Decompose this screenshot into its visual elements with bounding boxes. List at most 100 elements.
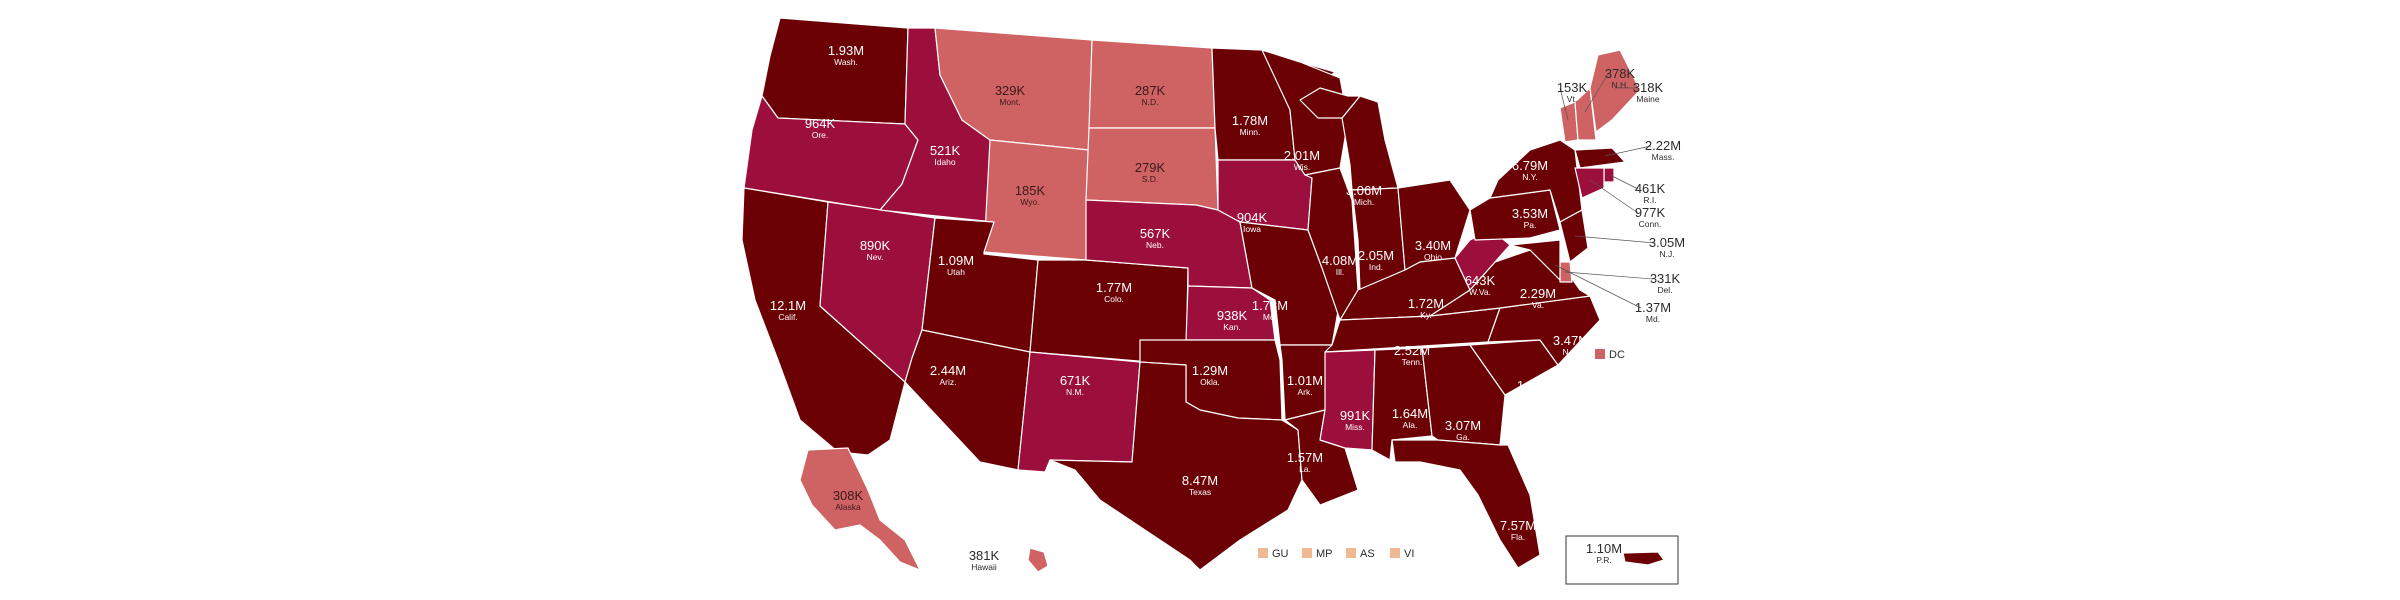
state-abbr-ms: Miss.: [1345, 422, 1365, 432]
state-abbr-nm: N.M.: [1066, 387, 1084, 397]
state-shape-hi: [1027, 547, 1049, 573]
state-abbr-hi: Hawaii: [971, 562, 997, 572]
state-abbr-la: La.: [1299, 464, 1311, 474]
state-abbr-tx: Texas: [1189, 487, 1211, 497]
state-abbr-mi: Mich.: [1354, 197, 1374, 207]
state-value-wv: 643K: [1465, 273, 1496, 288]
state-value-or: 964K: [805, 116, 836, 131]
state-abbr-al: Ala.: [1403, 420, 1418, 430]
state-value-ga: 3.07M: [1445, 418, 1481, 433]
state-abbr-nd: N.D.: [1142, 97, 1159, 107]
state-value-mo: 1.78M: [1252, 298, 1288, 313]
state-value-mi: 3.06M: [1346, 183, 1382, 198]
legend-label-mp: MP: [1316, 548, 1333, 560]
leader-de: [1564, 271, 1654, 280]
state-abbr-ky: Ky.: [1420, 310, 1432, 320]
state-value-vt: 153K: [1557, 80, 1588, 95]
state-abbr-pr: P.R.: [1596, 555, 1611, 565]
state-abbr-ok: Okla.: [1200, 377, 1220, 387]
state-shape-mi: [1341, 95, 1399, 191]
state-shape-ma: [1574, 147, 1626, 169]
puerto-rico-frame: [1565, 535, 1679, 585]
state-abbr-ak: Alaska: [835, 502, 861, 512]
state-shape-me: [1589, 49, 1641, 133]
state-value-az: 2.44M: [930, 363, 966, 378]
state-value-de: 331K: [1650, 271, 1681, 286]
state-shape-tx: [1049, 361, 1303, 571]
leader-ma: [1604, 145, 1652, 157]
leader-ri: [1609, 174, 1639, 190]
state-shape-nh: [1574, 87, 1597, 141]
state-value-fl: 7.57M: [1500, 518, 1536, 533]
state-value-ms: 991K: [1340, 408, 1371, 423]
legend-dc-label: DC: [1609, 349, 1625, 361]
state-abbr-ri: R.I.: [1643, 195, 1656, 205]
state-shape-ct: [1574, 167, 1605, 199]
state-shape-pr: [1622, 551, 1665, 566]
state-value-pa: 3.53M: [1512, 206, 1548, 221]
state-abbr-pa: Pa.: [1524, 220, 1537, 230]
state-value-la: 1.57M: [1287, 450, 1323, 465]
state-abbr-mt: Mont.: [999, 97, 1020, 107]
state-value-ut: 1.09M: [938, 253, 974, 268]
state-shape-az: [904, 329, 1031, 471]
state-value-va: 2.29M: [1520, 286, 1556, 301]
state-value-il: 4.08M: [1322, 253, 1358, 268]
state-value-wa: 1.93M: [828, 43, 864, 58]
state-value-ma: 2.22M: [1645, 138, 1681, 153]
state-shape-wa: [761, 17, 909, 125]
state-abbr-wy: Wyo.: [1020, 197, 1039, 207]
puerto-rico-inset: [1565, 535, 1679, 585]
state-abbr-ks: Kan.: [1223, 322, 1241, 332]
state-abbr-ut: Utah: [947, 267, 965, 277]
state-value-ok: 1.29M: [1192, 363, 1228, 378]
state-value-nd: 287K: [1135, 83, 1166, 98]
state-shapes: [741, 17, 1665, 573]
state-abbr-ca: Calif.: [778, 312, 797, 322]
leader-nh: [1584, 73, 1609, 113]
state-value-tn: 2.52M: [1394, 343, 1430, 358]
state-value-wy: 185K: [1015, 183, 1046, 198]
state-abbr-tn: Tenn.: [1402, 357, 1423, 367]
state-shape-ks: [1185, 285, 1276, 341]
state-value-al: 1.64M: [1392, 406, 1428, 421]
state-abbr-in: Ind.: [1369, 262, 1383, 272]
state-abbr-co: Colo.: [1104, 294, 1124, 304]
state-shape-md: [1509, 239, 1561, 281]
leader-ct: [1589, 179, 1639, 214]
state-abbr-mo: Mo.: [1263, 312, 1277, 322]
state-abbr-de: Del.: [1657, 285, 1672, 295]
state-shape-ri: [1603, 167, 1615, 183]
state-abbr-ne: Neb.: [1146, 240, 1164, 250]
state-abbr-mn: Minn.: [1240, 127, 1261, 137]
map-legend: DC GU MP AS VI: [1258, 349, 1625, 560]
legend-label-vi: VI: [1404, 548, 1414, 560]
leader-vt: [1559, 87, 1569, 121]
state-value-tx: 8.47M: [1182, 473, 1218, 488]
state-value-co: 1.77M: [1096, 280, 1132, 295]
state-abbr-me: Maine: [1636, 94, 1659, 104]
state-value-nh: 378K: [1605, 66, 1636, 81]
state-value-ny: 6.79M: [1512, 158, 1548, 173]
state-abbr-az: Ariz.: [940, 377, 957, 387]
state-shape-nj: [1559, 209, 1589, 263]
leader-lines: [1554, 73, 1656, 309]
state-value-nj: 3.05M: [1649, 235, 1685, 250]
state-abbr-md: Md.: [1646, 314, 1660, 324]
state-value-pr: 1.10M: [1586, 541, 1622, 556]
state-abbr-wv: W.Va.: [1469, 287, 1491, 297]
state-value-in: 2.05M: [1358, 248, 1394, 263]
state-value-nv: 890K: [860, 238, 891, 253]
state-abbr-vt: Vt.: [1567, 94, 1577, 104]
state-abbr-wi: Wis.: [1294, 162, 1311, 172]
state-abbr-id: Idaho: [934, 157, 956, 167]
state-value-oh: 3.40M: [1415, 238, 1451, 253]
state-abbr-ny: N.Y.: [1522, 172, 1537, 182]
state-value-mn: 1.78M: [1232, 113, 1268, 128]
state-value-ky: 1.72M: [1408, 296, 1444, 311]
state-abbr-ma: Mass.: [1652, 152, 1675, 162]
legend-swatch-gu: [1258, 548, 1268, 558]
state-shape-ms: [1319, 349, 1376, 451]
state-abbr-ia: Iowa: [1243, 224, 1261, 234]
